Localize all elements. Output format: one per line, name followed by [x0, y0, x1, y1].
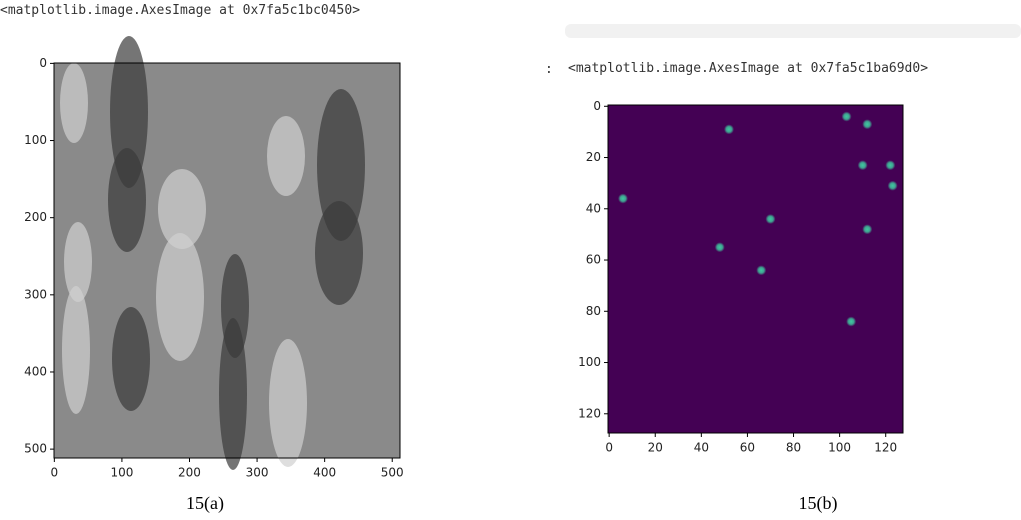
y-tick-label: 80 — [586, 304, 601, 318]
x-tick-label: 20 — [648, 441, 663, 455]
photo-figure — [64, 222, 92, 302]
y-tick-label: 60 — [586, 253, 601, 267]
x-tick-label: 400 — [313, 466, 336, 480]
x-tick-label: 120 — [874, 441, 897, 455]
density-point — [858, 160, 868, 170]
photo-figure — [60, 63, 88, 143]
density-point — [862, 119, 872, 129]
y-tick-label: 120 — [578, 406, 601, 420]
photo-figure — [317, 89, 365, 241]
y-tick-label: 300 — [24, 287, 47, 301]
density-point — [618, 194, 628, 204]
x-tick-label: 200 — [178, 466, 201, 480]
x-tick-label: 300 — [246, 466, 269, 480]
photo-figure — [269, 339, 307, 467]
density-point — [715, 242, 725, 252]
density-point — [862, 224, 872, 234]
density-point — [888, 181, 898, 191]
photo-figure — [112, 307, 150, 411]
x-tick-label: 40 — [694, 441, 709, 455]
photo-figure — [156, 233, 204, 361]
heatmap-background — [608, 105, 903, 433]
density-point — [756, 265, 766, 275]
y-tick-label: 500 — [24, 442, 47, 456]
x-tick-label: 500 — [381, 466, 404, 480]
output-text: <matplotlib.image.AxesImage at 0x7fa5c1b… — [568, 61, 928, 76]
y-tick-label: 100 — [578, 355, 601, 369]
page: {"chart_data": [ {"type": "image", "titl… — [0, 0, 1021, 520]
density-point — [765, 214, 775, 224]
caption: 15(b) — [799, 493, 838, 514]
y-tick-label: 20 — [586, 150, 601, 164]
density-point — [724, 124, 734, 134]
y-tick-label: 40 — [586, 201, 601, 215]
density-point — [885, 160, 895, 170]
density-point — [842, 112, 852, 122]
x-tick-label: 60 — [740, 441, 755, 455]
photo-figure — [267, 116, 305, 196]
x-tick-label: 100 — [110, 466, 133, 480]
body: : <matplotlib.image.AxesImage at 0x7fa5c… — [0, 0, 1021, 520]
output-text: <matplotlib.image.AxesImage at 0x7fa5c1b… — [0, 3, 360, 18]
photo-figure — [110, 36, 148, 188]
y-tick-label: 100 — [24, 133, 47, 147]
photo-figure — [62, 286, 90, 414]
x-tick-label: 80 — [786, 441, 801, 455]
photo-figure — [158, 169, 206, 249]
prompt-dot: : — [545, 62, 553, 77]
y-tick-label: 0 — [39, 56, 47, 70]
y-tick-label: 0 — [593, 99, 601, 113]
y-tick-label: 200 — [24, 210, 47, 224]
x-tick-label: 100 — [828, 441, 851, 455]
photo-figure — [221, 254, 249, 358]
y-tick-label: 400 — [24, 364, 47, 378]
caption: 15(a) — [186, 493, 224, 514]
screenshot: : <matplotlib.image.AxesImage at 0x7fa5c… — [0, 0, 1021, 520]
x-tick-label: 0 — [605, 441, 613, 455]
density-point — [846, 317, 856, 327]
x-tick-label: 0 — [51, 466, 59, 480]
output-bar — [565, 24, 1021, 38]
